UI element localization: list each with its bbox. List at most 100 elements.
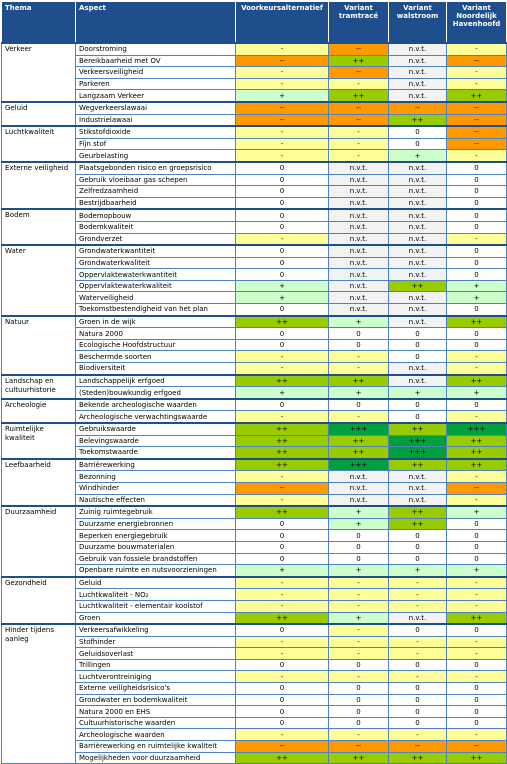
score-cell: - (446, 670, 507, 684)
score-cell: - (446, 470, 507, 483)
score-cell: 0 (388, 540, 447, 554)
score-cell: + (388, 386, 447, 400)
score-cell: ++ (328, 434, 389, 448)
table-row: Parkeren - - n.v.t. - (2, 77, 507, 91)
score-cell: ++ (328, 446, 389, 460)
score-cell: 0 (388, 658, 447, 672)
score-cell: - (328, 362, 389, 376)
aspect-cell: Openbare ruimte en nutsvoorzieningen (75, 564, 236, 578)
thema-cell: Externe veiligheid (1, 160, 76, 210)
score-cell: - (446, 635, 507, 649)
score-cell: 0 (388, 693, 447, 707)
score-cell: + (235, 564, 329, 578)
thema-cell: Natuur (1, 314, 76, 376)
score-cell: 0 (235, 185, 329, 198)
score-cell: - (235, 470, 329, 483)
score-cell: - (235, 350, 329, 364)
score-cell: n.v.t. (388, 41, 447, 56)
aspect-cell: Duurzame energiebronnen (75, 517, 236, 531)
table-row: Grondwater en bodemkwaliteit 0 0 0 0 (2, 693, 507, 707)
score-cell: ++ (446, 446, 507, 460)
score-cell: 0 (446, 208, 507, 222)
score-cell: n.v.t. (328, 208, 389, 222)
score-cell: + (446, 505, 507, 519)
table-body: Verkeer Doorstroming - -- n.v.t. - Bereikbaarh… (1, 41, 507, 764)
thema-cell: Landschap en cultuurhistorie (1, 373, 76, 400)
aspect-cell: Zelfredzaamheid (75, 185, 236, 198)
score-cell: ++ (446, 751, 507, 764)
score-cell: - (328, 125, 389, 139)
score-cell: - (446, 77, 507, 91)
score-cell: 0 (235, 220, 329, 234)
score-cell: 0 (235, 256, 329, 270)
score-cell: - (235, 599, 329, 613)
score-cell: n.v.t. (388, 196, 447, 210)
score-cell: - (328, 350, 389, 364)
score-cell: n.v.t. (388, 314, 447, 329)
score-cell: 0 (235, 303, 329, 317)
score-cell: 0 (235, 160, 329, 175)
table-row: Bodemkwaliteit 0 n.v.t. n.v.t. 0 (2, 220, 507, 234)
score-cell: - (328, 599, 389, 613)
score-cell: 0 (235, 658, 329, 672)
score-cell: n.v.t. (388, 493, 447, 507)
table-row: Grondverzet - n.v.t. n.v.t. - (2, 232, 507, 246)
score-cell: n.v.t. (328, 185, 389, 198)
table-row: Duurzame bouwmaterialen 0 0 0 0 (2, 540, 507, 554)
table-row: Geluid Wegverkeerslawaai -- -- -- -- (1, 100, 507, 127)
score-cell: 0 (235, 693, 329, 707)
table-row: Luchtverontreiniging - - - - (2, 670, 507, 684)
score-cell: 0 (328, 705, 389, 718)
score-cell: n.v.t. (328, 196, 389, 210)
aspect-cell: Mogelijkheden voor duurzaamheid (75, 751, 236, 764)
table-row: Toekomstwaarde ++ ++ +++ ++ (2, 446, 507, 460)
score-cell: n.v.t. (328, 470, 389, 483)
score-cell: n.v.t. (328, 173, 389, 187)
score-cell: -- (328, 41, 389, 56)
score-cell: ++ (446, 314, 507, 329)
score-cell: 0 (446, 529, 507, 542)
score-cell: 0 (446, 517, 507, 531)
score-cell: -- (235, 100, 329, 115)
score-cell: 0 (446, 623, 507, 637)
table-row: Toekomstbestendigheid van het plan 0 n.v.t… (2, 303, 507, 317)
aspect-cell: Parkeren (75, 77, 236, 91)
table-row: Stofhinder - - - - (2, 635, 507, 649)
thema-cell: Luchtkwaliteit (1, 125, 76, 163)
aspect-cell: Belevingswaarde (75, 434, 236, 448)
score-cell: - (446, 149, 507, 163)
score-cell: n.v.t. (388, 268, 447, 281)
table-row: Beschermde soorten - -0- (2, 350, 507, 364)
table-row: (Steden)bouwkundig erfgoed + + + + (2, 386, 507, 400)
aspect-cell: Langzaam Verkeer (75, 89, 236, 103)
score-cell: 0 (235, 173, 329, 187)
score-cell: 0 (446, 716, 507, 730)
aspect-cell: Luchtkwaliteit - NO₂ (75, 588, 236, 601)
score-cell: + (446, 564, 507, 578)
score-cell: ++ (235, 505, 329, 519)
table-row: Archeologische waarden - - - - (2, 728, 507, 742)
aspect-cell: Windhinder (75, 481, 236, 495)
score-cell: - (235, 635, 329, 649)
score-cell: + (235, 279, 329, 293)
score-cell: ++ (235, 373, 329, 388)
aspect-cell: Grondwaterkwantiteit (75, 244, 236, 258)
score-cell: n.v.t. (388, 470, 447, 483)
score-cell: -- (388, 100, 447, 115)
score-cell: 0 (446, 173, 507, 187)
table-row: Bestrijdbaarheid 0 n.v.t. n.v.t. 0 (2, 196, 507, 210)
score-cell: ++ (446, 434, 507, 448)
table-row: Langzaam Verkeer + ++ n.v.t. ++ (2, 89, 507, 103)
score-cell: ++ (328, 751, 389, 764)
aspect-cell: Bereikbaarheid met OV (75, 54, 236, 68)
score-cell: -- (328, 100, 389, 115)
score-cell: - (388, 670, 447, 684)
table-row: Verkeersveiligheid - -- n.v.t. - (2, 66, 507, 79)
aspect-cell: Zuinig ruimtegebruik (75, 505, 236, 519)
thema-cell: Gezondheid (1, 575, 76, 625)
score-cell: 0 (328, 552, 389, 566)
aspect-cell: Stofhinder (75, 635, 236, 649)
column-header: Voorkeursalternatief (235, 1, 329, 44)
